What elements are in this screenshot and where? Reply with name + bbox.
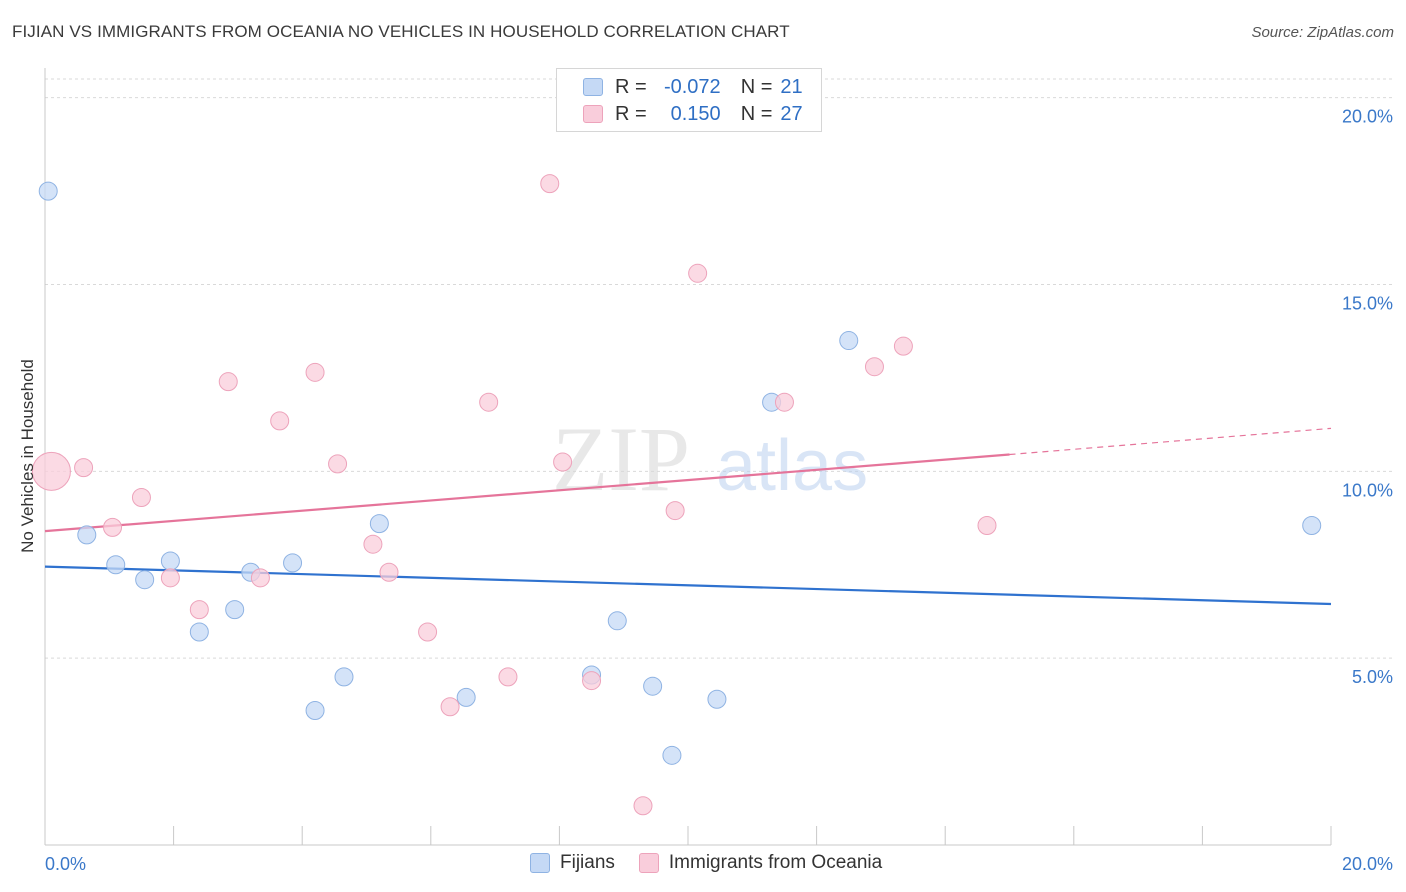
point-fijians: [334, 667, 354, 687]
point-oceania: [893, 336, 913, 356]
trend-line-fijians: [44, 565, 1332, 606]
legend-n-label: N =: [740, 75, 773, 98]
point-oceania: [305, 362, 325, 382]
point-oceania: [103, 517, 123, 537]
point-oceania: [977, 516, 997, 536]
point-fijians: [38, 181, 58, 201]
watermark-zip: ZIP: [552, 408, 690, 510]
legend-swatch-fijians: [583, 78, 603, 96]
correlation-legend: R = -0.072 N = 21 R = 0.150 N = 27: [556, 68, 822, 132]
y-tick-label: 15.0%: [1342, 294, 1393, 314]
point-oceania: [189, 600, 209, 620]
point-oceania: [553, 452, 573, 472]
point-fijians: [662, 745, 682, 765]
point-oceania: [328, 454, 348, 474]
legend-row-oceania: R = 0.150 N = 27: [583, 101, 803, 127]
point-fijians: [305, 700, 325, 720]
series-legend-fijians[interactable]: Fijians: [530, 852, 615, 874]
point-fijians: [369, 514, 389, 534]
point-oceania: [160, 568, 180, 588]
data-points: [31, 174, 1322, 816]
point-fijians: [283, 553, 303, 573]
legend-n-label: N =: [740, 102, 773, 125]
point-oceania: [479, 392, 499, 412]
point-oceania: [418, 622, 438, 642]
x-tick-label: 0.0%: [45, 854, 86, 874]
legend-r-value: -0.072: [663, 75, 721, 98]
watermark-atlas: atlas: [716, 426, 868, 506]
legend-r-label: R =: [615, 75, 647, 98]
series-swatch-fijians: [530, 853, 550, 873]
tick-labels: 5.0% 10.0% 15.0% 20.0% 0.0% 20.0%: [45, 107, 1393, 874]
point-fijians: [1302, 516, 1322, 536]
point-oceania: [688, 263, 708, 283]
trend-line-oceania: [44, 453, 1010, 533]
legend-n-value: 27: [780, 102, 803, 125]
y-tick-label: 10.0%: [1342, 480, 1393, 500]
point-fijians: [456, 687, 476, 707]
point-fijians: [160, 551, 180, 571]
series-legend: Fijians Immigrants from Oceania: [530, 852, 906, 874]
legend-swatch-oceania: [583, 105, 603, 123]
y-tick-label: 5.0%: [1352, 667, 1393, 687]
watermark: ZIP atlas: [552, 408, 868, 510]
point-oceania: [582, 671, 602, 691]
chart-title: FIJIAN VS IMMIGRANTS FROM OCEANIA NO VEH…: [12, 22, 790, 41]
y-axis-label: No Vehicles in Household: [18, 359, 37, 553]
point-oceania: [218, 372, 238, 392]
point-fijians: [77, 525, 97, 545]
point-fijians: [707, 689, 727, 709]
point-oceania: [31, 451, 71, 491]
point-oceania: [774, 392, 794, 412]
point-fijians: [607, 611, 627, 631]
point-oceania: [379, 562, 399, 582]
legend-r-value: 0.150: [670, 102, 721, 125]
point-oceania: [440, 697, 460, 717]
point-oceania: [864, 357, 884, 377]
point-fijians: [189, 622, 209, 642]
source-label: Source: ZipAtlas.com: [1251, 24, 1394, 41]
point-oceania: [498, 667, 518, 687]
point-oceania: [74, 458, 94, 478]
point-fijians: [135, 570, 155, 590]
point-oceania: [131, 487, 151, 507]
point-fijians: [106, 555, 126, 575]
point-oceania: [250, 568, 270, 588]
series-label-fijians: Fijians: [560, 852, 615, 873]
point-fijians: [225, 600, 245, 620]
point-oceania: [540, 174, 560, 194]
series-legend-oceania[interactable]: Immigrants from Oceania: [638, 852, 883, 874]
point-fijians: [839, 331, 859, 351]
legend-n-value: 21: [780, 75, 803, 98]
point-oceania: [270, 411, 290, 431]
point-oceania: [665, 501, 685, 521]
x-tick-label: 20.0%: [1342, 854, 1393, 874]
series-label-oceania: Immigrants from Oceania: [668, 852, 883, 873]
point-oceania: [633, 796, 653, 816]
legend-r-label: R =: [615, 102, 647, 125]
series-swatch-oceania: [638, 853, 659, 873]
trend-line-oceania-extension: [1009, 427, 1332, 456]
legend-row-fijians: R = -0.072 N = 21: [583, 74, 803, 100]
y-tick-label: 20.0%: [1342, 107, 1393, 127]
point-fijians: [643, 676, 663, 696]
point-oceania: [363, 534, 383, 554]
